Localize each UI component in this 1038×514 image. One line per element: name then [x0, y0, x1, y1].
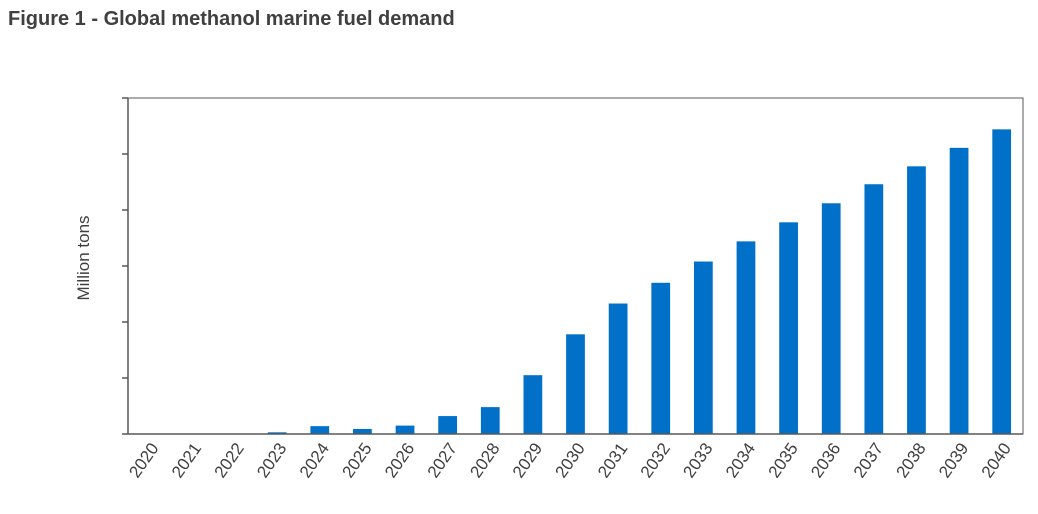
bar-2023	[267, 432, 287, 434]
figure-title: Figure 1 - Global methanol marine fuel d…	[8, 8, 455, 30]
x-tick-label: 2026	[381, 439, 418, 481]
x-tick-label: 2023	[253, 439, 290, 481]
x-tick-label: 2021	[168, 439, 205, 481]
bar-2024	[310, 426, 330, 434]
x-tick-label: 2033	[679, 439, 716, 481]
bar-2026	[395, 425, 415, 434]
x-tick-label: 2027	[424, 439, 461, 481]
bar-2040	[992, 129, 1012, 435]
x-tick-label: 2038	[892, 439, 929, 481]
x-tick-label: 2040	[978, 439, 1015, 481]
y-axis-label: Million tons	[74, 215, 93, 300]
bar-2030	[566, 334, 585, 434]
bar-2028	[480, 407, 500, 434]
x-tick-label: 2036	[807, 439, 844, 481]
bar-2037	[864, 184, 884, 434]
x-tick-label: 2035	[765, 439, 802, 481]
x-tick-label: 2020	[125, 439, 162, 481]
bar-2031	[608, 303, 628, 434]
bar-2039	[949, 147, 969, 434]
x-tick-label: 2037	[850, 439, 887, 481]
x-tick-label: 2030	[552, 439, 589, 481]
x-tick-label: 2029	[509, 439, 546, 481]
bar-2032	[651, 282, 671, 434]
x-tick-label: 2032	[637, 439, 674, 481]
bar-2038	[907, 166, 926, 434]
bar-2027	[438, 416, 458, 434]
x-tick-label: 2031	[594, 439, 631, 481]
bar-2025	[353, 428, 372, 434]
x-tick-label: 2039	[935, 439, 972, 481]
bar-2034	[736, 241, 756, 434]
bar-2036	[821, 203, 841, 434]
bar-2035	[779, 222, 798, 434]
x-tick-label: 2022	[211, 439, 248, 481]
bar-2033	[693, 261, 713, 434]
x-tick-label: 2028	[466, 439, 503, 481]
bar-2029	[523, 375, 543, 434]
x-tick-label: 2024	[296, 439, 333, 481]
x-tick-label: 2034	[722, 439, 759, 481]
x-tick-label: 2025	[338, 439, 375, 481]
